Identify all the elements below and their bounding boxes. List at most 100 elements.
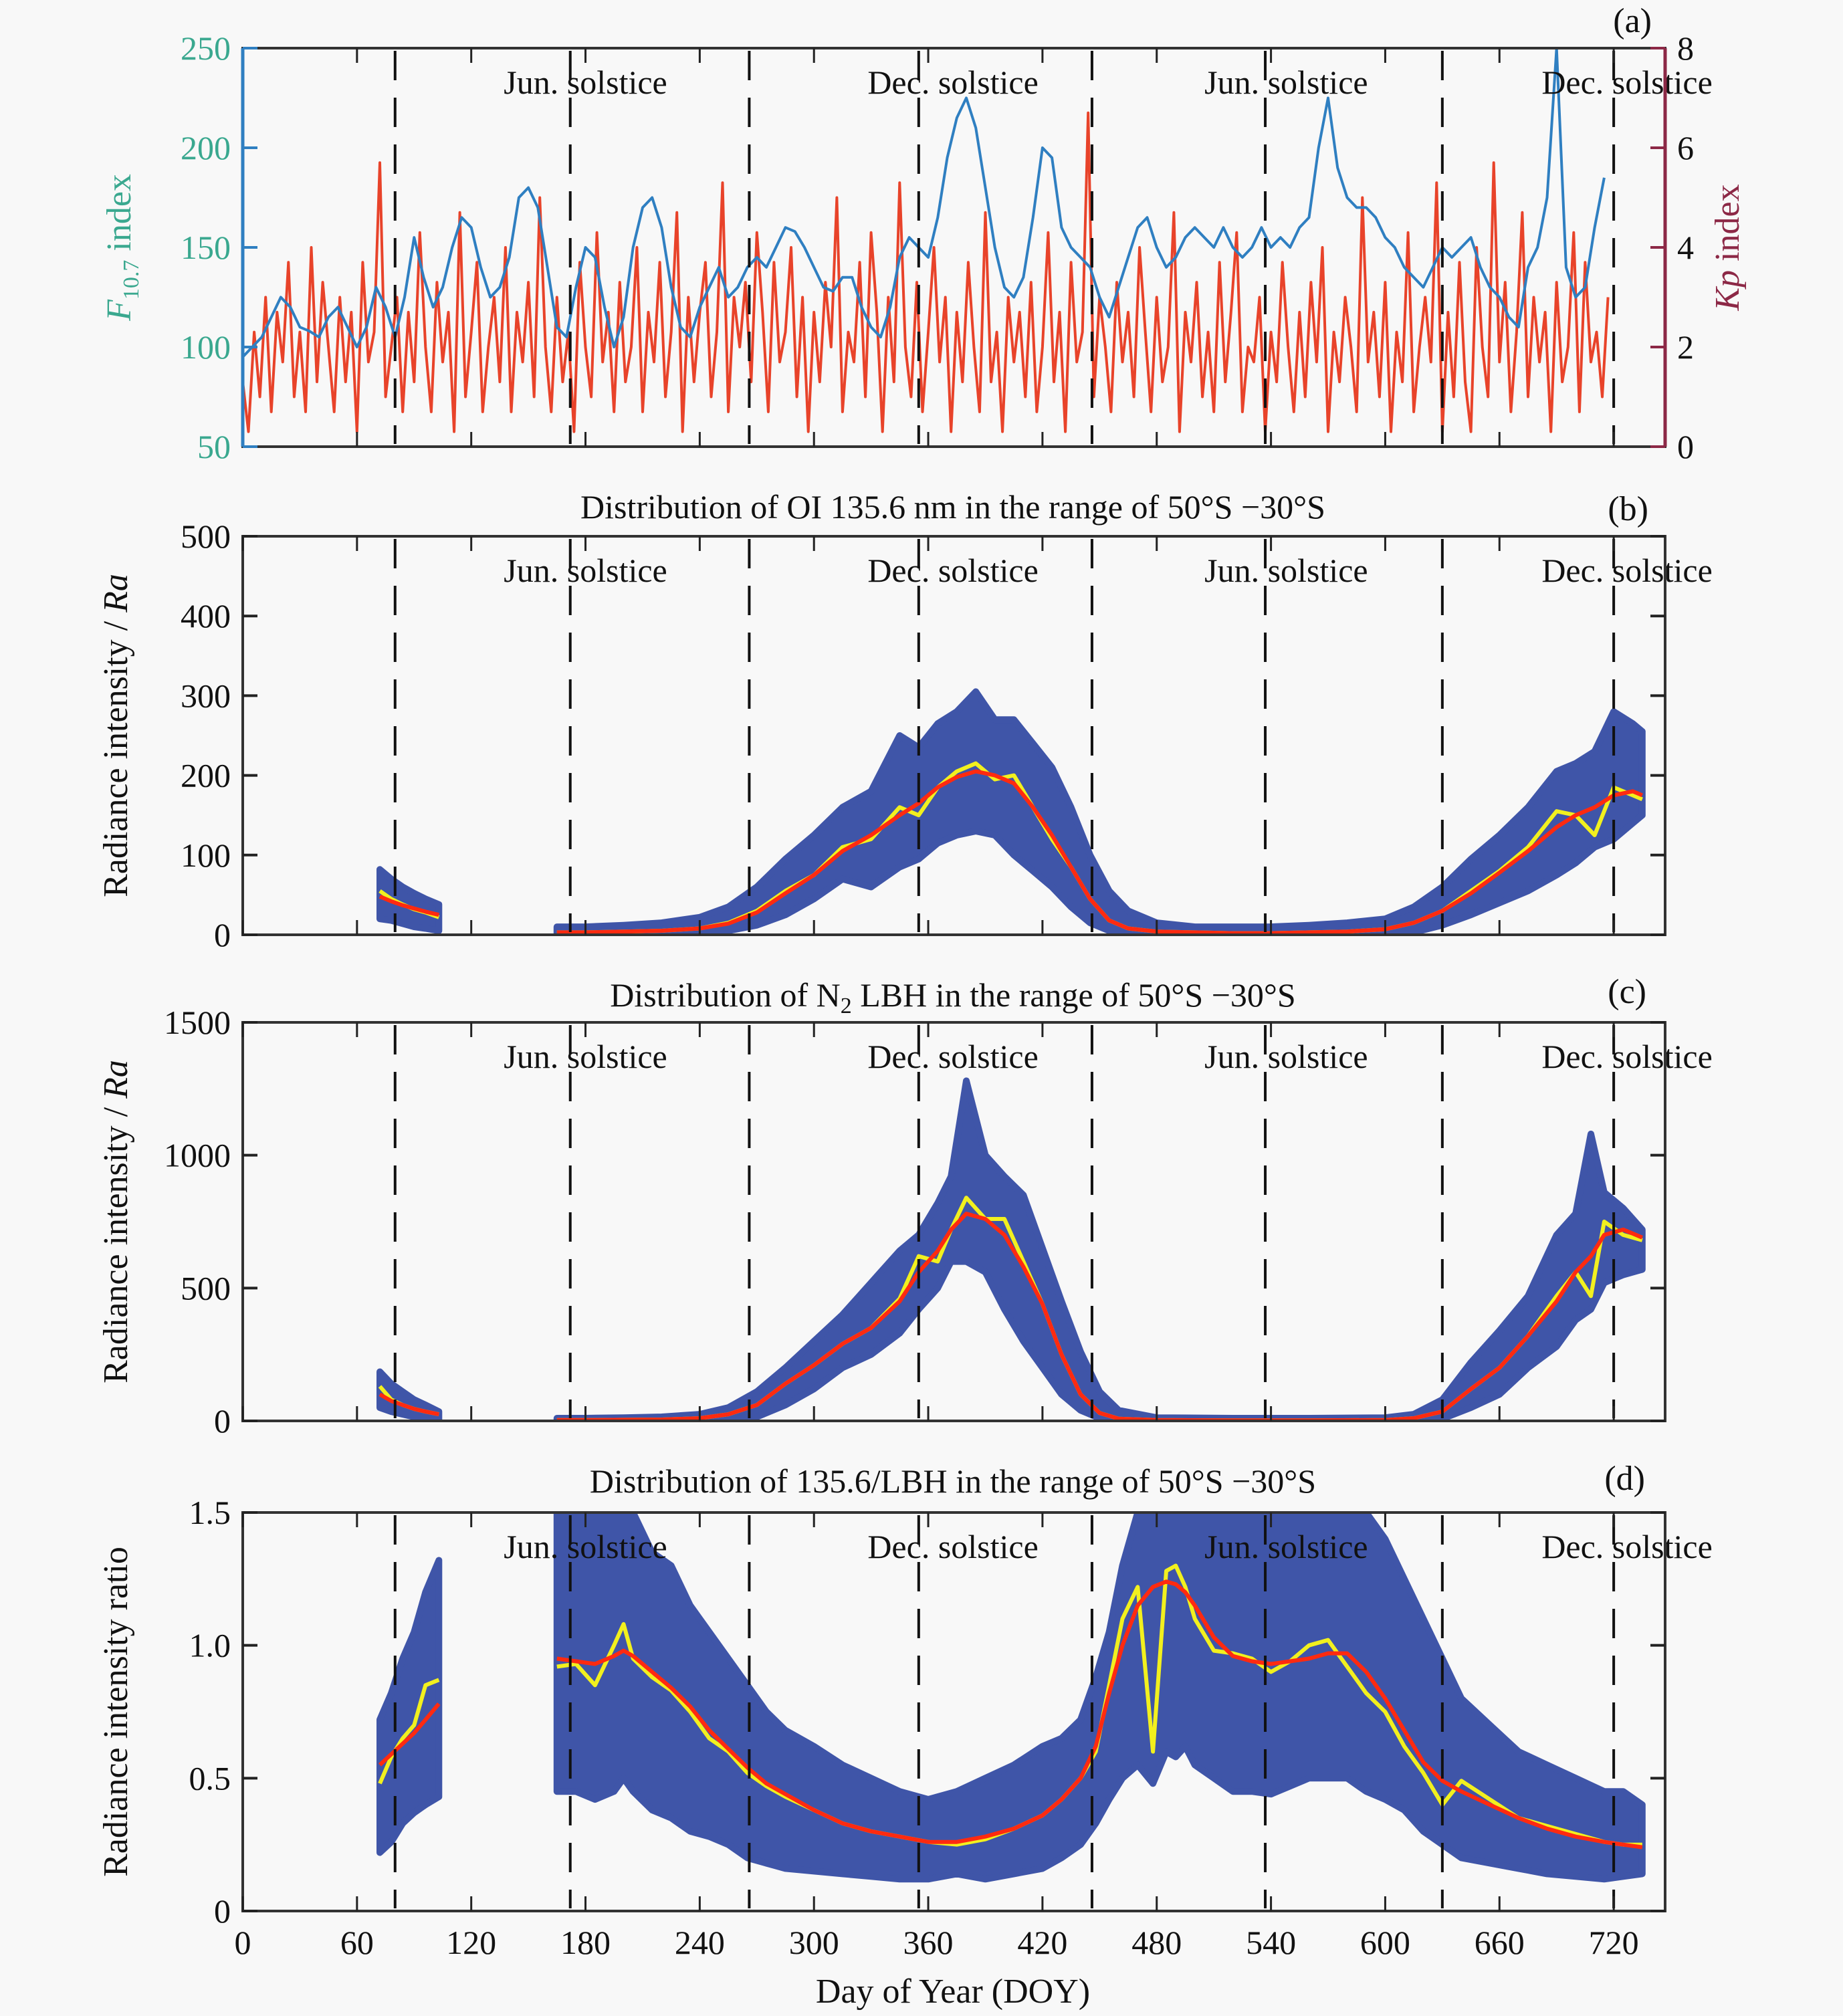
plot-content (243, 48, 1610, 433)
panel-d-ylabel-text: Radiance intensity ratio (97, 1547, 135, 1877)
x-tick-label: 120 (446, 1924, 496, 1961)
season-label: Dec. solstice (1541, 1528, 1712, 1565)
axes-frame (241, 1021, 1666, 1422)
panel-b-letter: (b) (1608, 490, 1648, 528)
kp-index-line (243, 111, 1610, 433)
y-tick-label: 150 (181, 229, 231, 266)
y-tick-label: 0 (214, 1402, 231, 1440)
panel-c-ylabel-text: Radiance intensity / (97, 1099, 135, 1383)
panel-a-left-ylabel: F10.7 index (100, 174, 144, 322)
season-label: Dec. solstice (1541, 64, 1712, 101)
f107-subscript: 10.7 (119, 260, 144, 300)
panel-b-plot-area: Jun. solstice Dec. solstice Jun. solstice D… (181, 518, 1713, 954)
x-tick-label: 600 (1360, 1924, 1410, 1961)
season-label: Dec. solstice (867, 64, 1038, 101)
x-tick-label: 0 (235, 1924, 251, 1961)
season-label: Jun. solstice (1204, 1528, 1368, 1565)
panel-b-oi-1356: Jun. solstice Dec. solstice Jun. solstice D… (97, 488, 1713, 954)
season-label: Dec. solstice (867, 1038, 1038, 1075)
y-tick-label: 250 (181, 29, 231, 67)
smoothed-trend-line (378, 895, 440, 917)
season-label: Jun. solstice (1204, 64, 1368, 101)
panel-d-title: Distribution of 135.6/LBH in the range o… (590, 1462, 1316, 1500)
panel-d-ratio: Jun. solstice Dec. solstice Jun. solstice D… (97, 1460, 1713, 1930)
kp-symbol: Kp (1709, 270, 1747, 312)
season-label: Dec. solstice (867, 552, 1038, 589)
y-tick-label: 1000 (164, 1137, 231, 1174)
panel-a-f107-kp: Jun. solstice Dec. solstice Jun. solstice D… (100, 2, 1747, 465)
panel-c-ylabel: Radiance intensity / Ra (97, 1060, 135, 1383)
panel-c-letter: (c) (1608, 973, 1646, 1011)
x-tick-label: 540 (1246, 1924, 1296, 1961)
panel-d-letter: (d) (1604, 1460, 1645, 1498)
x-axis-tick-labels: 0 60 120 180 240 300 360 420 480 540 600 660 720 (235, 1924, 1639, 1961)
season-label: Jun. solstice (504, 64, 667, 101)
plot-content (376, 688, 1646, 935)
panel-a-right-ylabel: Kp index (1709, 184, 1747, 311)
panel-c-plot-area: Jun. solstice Dec. solstice Jun. solstice D… (164, 1004, 1713, 1440)
panel-b-ylabel-text: Radiance intensity / (97, 612, 135, 897)
season-label: Dec. solstice (1541, 552, 1712, 589)
panel-d-ylabel: Radiance intensity ratio (97, 1547, 135, 1877)
radiance-distribution-band (553, 688, 1646, 935)
x-tick-label: 720 (1589, 1924, 1639, 1961)
smoothed-trend-line (556, 769, 1643, 935)
panel-c-ylabel-unit: Ra (97, 1060, 135, 1099)
x-tick-label: 420 (1017, 1924, 1067, 1961)
x-tick-label: 180 (560, 1924, 611, 1961)
x-tick-label: 360 (903, 1924, 954, 1961)
panel-a-plot-area: Jun. solstice Dec. solstice Jun. solstice D… (181, 29, 1713, 465)
smoothed-trend-line (378, 1702, 441, 1767)
x-tick-label: 240 (675, 1924, 725, 1961)
x-tick-label: 660 (1475, 1924, 1525, 1961)
y-tick-label: 400 (181, 597, 231, 635)
plot-content (376, 1513, 1646, 1883)
kp-tick-label: 6 (1677, 129, 1694, 166)
axes-frame (241, 535, 1666, 936)
panel-b-title: Distribution of OI 135.6 nm in the range… (580, 488, 1325, 526)
panel-c-n2-lbh: Jun. solstice Dec. solstice Jun. solstice D… (97, 973, 1713, 1440)
season-label: Dec. solstice (1541, 1038, 1712, 1075)
y-tick-label: 50 (197, 428, 231, 465)
y-tick-label: 0 (214, 916, 231, 954)
y-tick-label: 1.0 (189, 1627, 231, 1664)
f107-index-line (243, 48, 1606, 358)
y-tick-label: 500 (181, 1269, 231, 1307)
f107-index-word: index (100, 174, 138, 260)
season-label: Dec. solstice (867, 1528, 1038, 1565)
y-tick-label: 1.5 (189, 1494, 231, 1531)
kp-tick-label: 8 (1677, 29, 1694, 67)
daily-median-line (378, 1678, 440, 1785)
y-tick-label: 1500 (164, 1004, 231, 1041)
f107-symbol: F (100, 299, 138, 322)
radiance-distribution-band (553, 1513, 1646, 1883)
panel-c-title: Distribution of N2 LBH in the range of 5… (610, 976, 1295, 1018)
y-tick-label: 200 (181, 129, 231, 166)
x-axis-label: Day of Year (DOY) (816, 1973, 1090, 2011)
season-label: Jun. solstice (1204, 552, 1368, 589)
y-tick-label: 500 (181, 518, 231, 555)
y-tick-label: 0 (214, 1892, 231, 1930)
season-label: Jun. solstice (504, 1038, 667, 1075)
season-label: Jun. solstice (504, 1528, 667, 1565)
daily-median-line (556, 1563, 1642, 1847)
smoothed-trend-line (378, 1392, 439, 1417)
y-tick-label: 200 (181, 757, 231, 794)
panel-a-letter: (a) (1613, 2, 1652, 40)
smoothed-trend-line (556, 1212, 1643, 1421)
panel-c-title-sub: 2 (841, 994, 852, 1018)
season-label: Jun. solstice (504, 552, 667, 589)
radiance-distribution-band (376, 1557, 443, 1856)
smoothed-trend-line (556, 1579, 1643, 1850)
panel-c-title-pre: Distribution of N (610, 976, 840, 1014)
kp-index-word: index (1709, 184, 1747, 270)
y-tick-label: 0.5 (189, 1759, 231, 1797)
season-label: Jun. solstice (1204, 1038, 1368, 1075)
x-tick-label: 300 (789, 1924, 839, 1961)
axes-frame (241, 1511, 1666, 1912)
panel-b-ylabel-unit: Ra (97, 574, 135, 613)
panel-b-ylabel: Radiance intensity / Ra (97, 574, 135, 897)
y-tick-label: 100 (181, 836, 231, 874)
panel-c-title-post: LBH in the range of 50°S −30°S (852, 976, 1296, 1014)
